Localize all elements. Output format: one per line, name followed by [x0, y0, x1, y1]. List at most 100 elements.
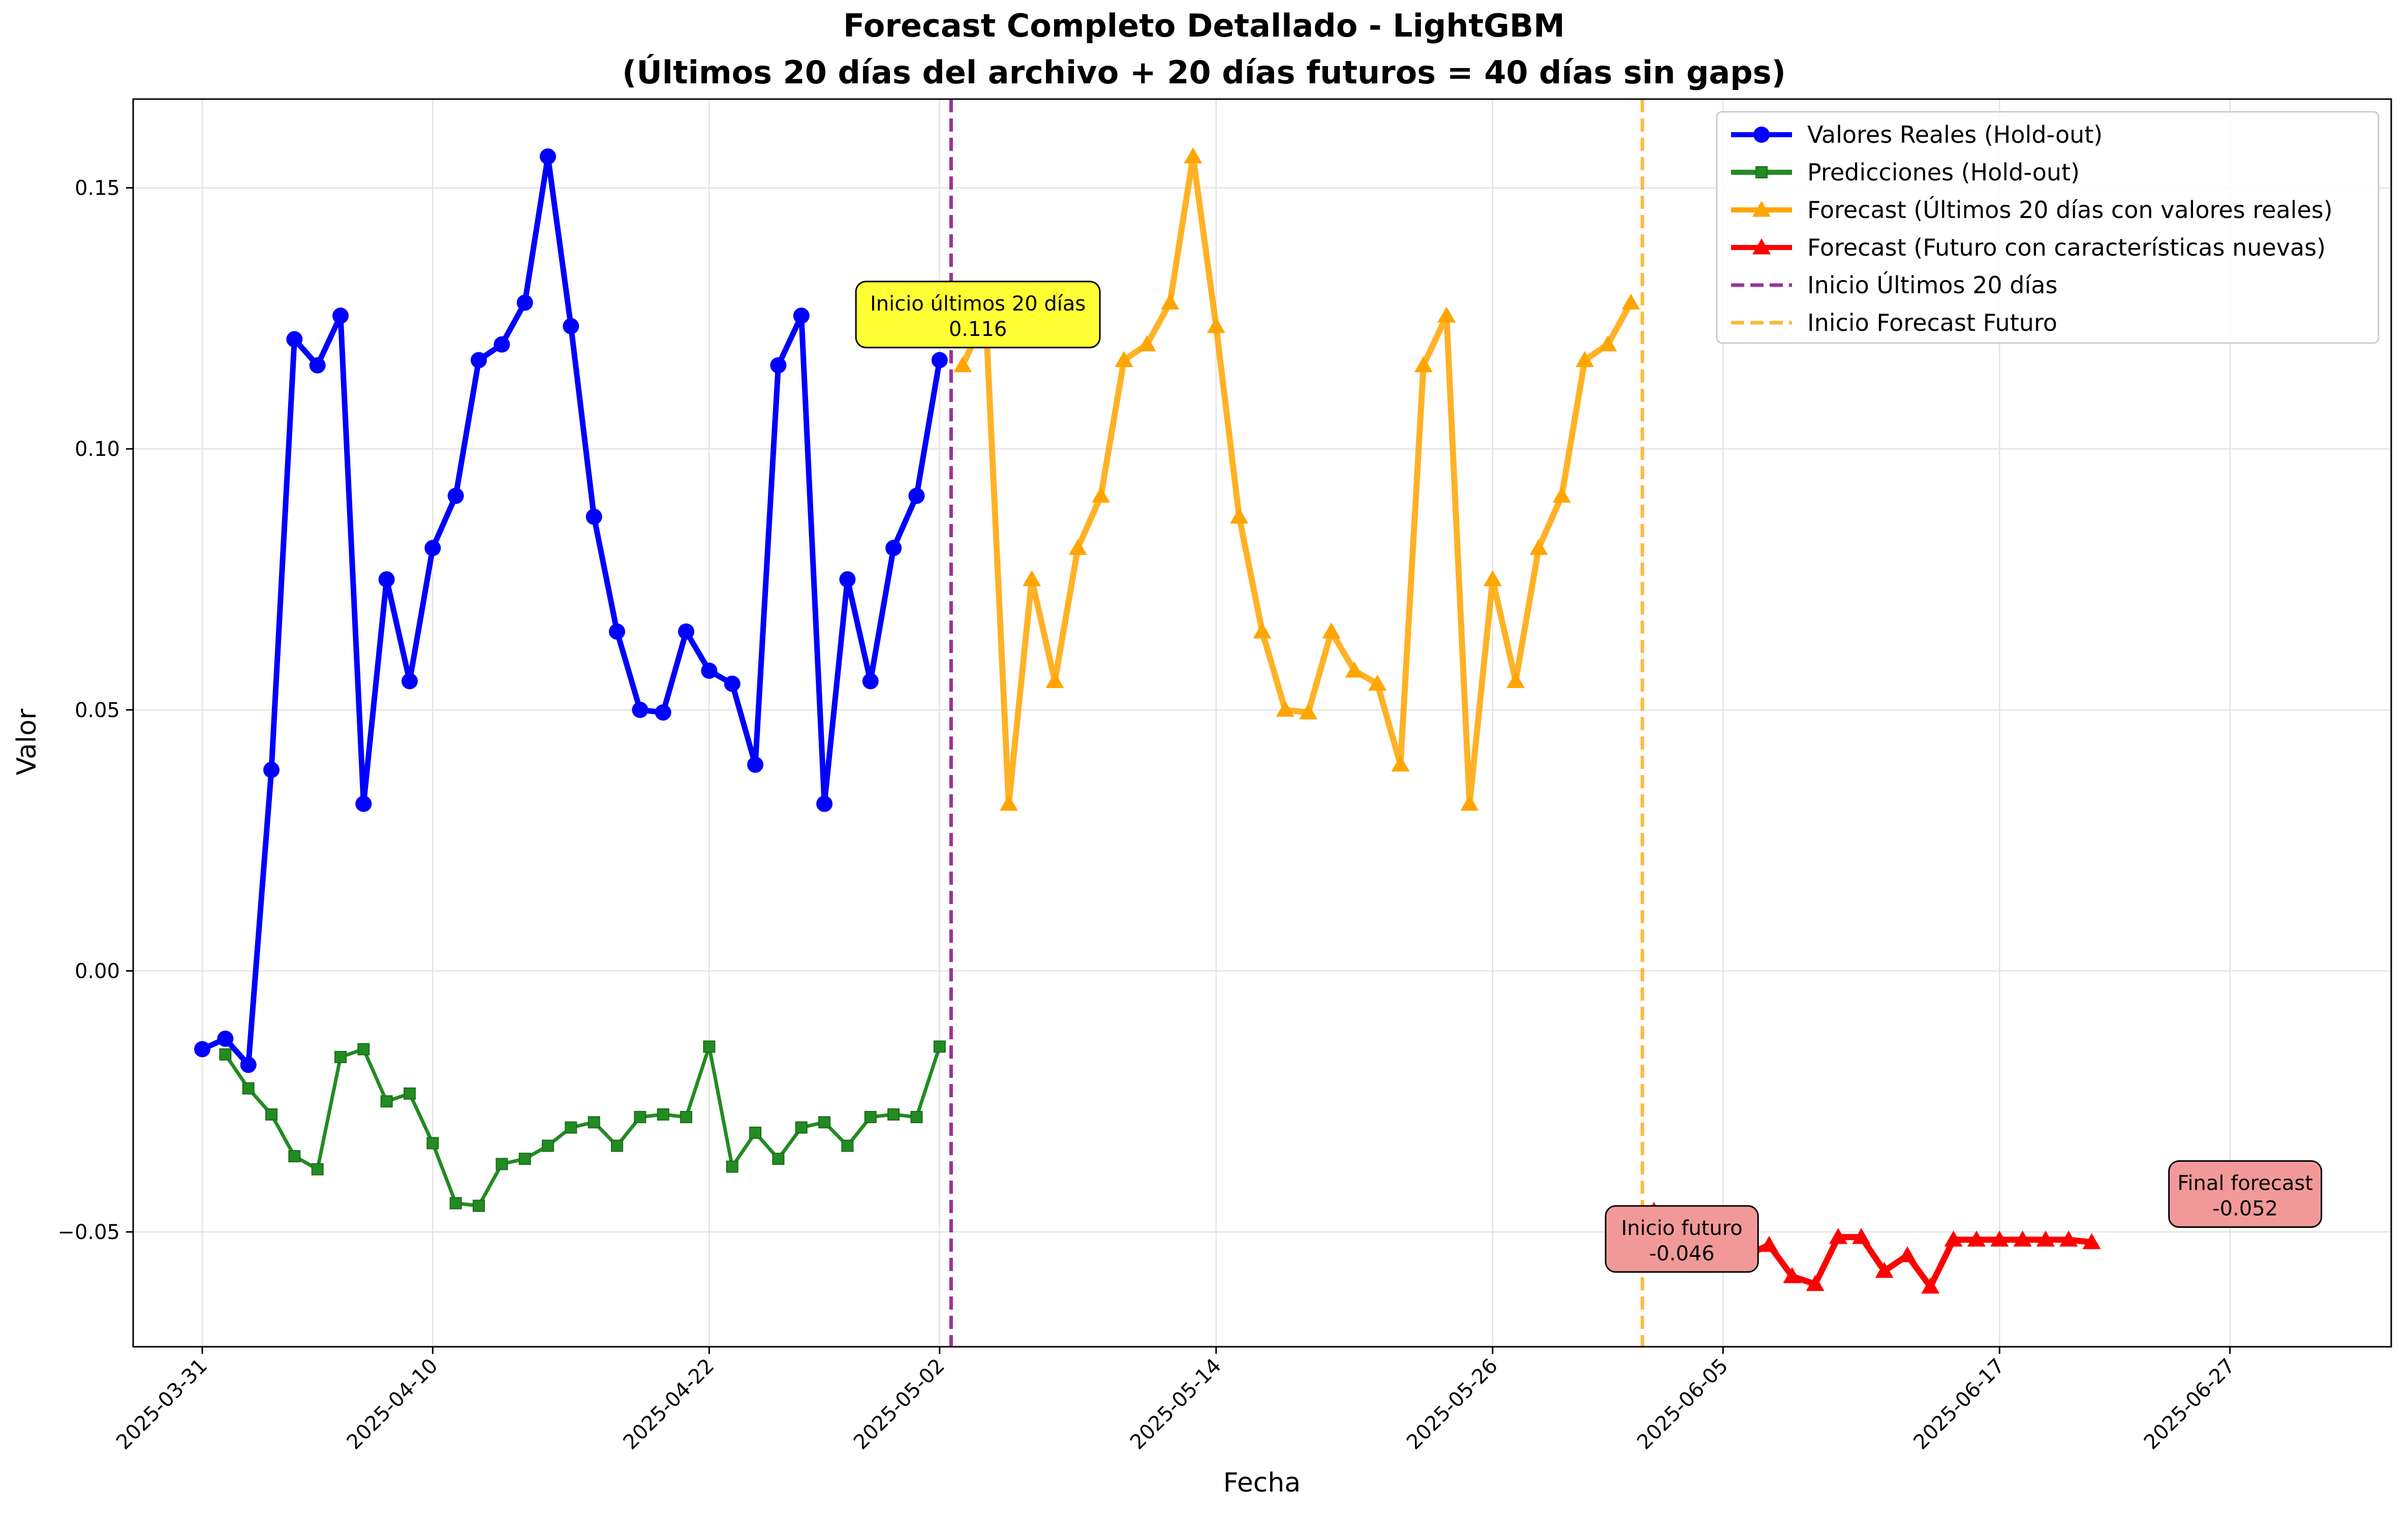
legend-marker — [1752, 238, 1771, 255]
data-point — [678, 623, 695, 640]
data-point — [496, 1158, 508, 1170]
annotation-2: Final forecast-0.052 — [2168, 1160, 2323, 1228]
data-point — [726, 1160, 738, 1173]
data-point — [609, 623, 626, 640]
annotation-box — [2168, 1160, 2323, 1228]
data-point — [402, 673, 418, 690]
data-point — [1092, 486, 1110, 503]
data-point — [1529, 539, 1548, 555]
legend-entry: Predicciones (Hold-out) — [1731, 159, 2080, 186]
data-point — [1045, 672, 1064, 688]
data-point — [493, 336, 510, 353]
y-tick-label: −0.05 — [57, 1221, 120, 1244]
y-tick-label: 0.10 — [75, 438, 120, 461]
data-point — [999, 794, 1018, 811]
legend-entry: Forecast (Últimos 20 días con valores re… — [1731, 196, 2333, 224]
data-point — [908, 487, 925, 504]
data-point — [655, 704, 671, 721]
annotation-box — [1604, 1205, 1759, 1273]
data-point — [816, 795, 833, 812]
data-point — [749, 1126, 762, 1139]
data-point — [1552, 486, 1571, 503]
annotation-text: Inicio últimos 20 días — [870, 292, 1086, 316]
data-point — [518, 1153, 531, 1165]
legend-marker — [1755, 166, 1768, 178]
data-point — [1437, 306, 1456, 323]
legend-entry: Valores Reales (Hold-out) — [1731, 121, 2103, 148]
data-point — [2082, 1233, 2101, 1250]
data-point — [516, 294, 533, 311]
plot-frame — [132, 98, 2392, 1348]
data-point — [1967, 1230, 1986, 1247]
legend-entry: Forecast (Futuro con características nue… — [1731, 234, 2326, 261]
data-point — [933, 1040, 946, 1053]
data-point — [862, 673, 879, 690]
data-point — [265, 1108, 278, 1121]
data-point — [263, 761, 280, 778]
series-line — [960, 153, 1634, 807]
data-point — [1023, 570, 1041, 586]
y-tick-label: 0.00 — [75, 959, 120, 983]
annotation-value: -0.046 — [1649, 1242, 1715, 1265]
data-point — [1207, 317, 1225, 333]
data-point — [1322, 622, 1341, 639]
data-point — [1137, 335, 1156, 352]
data-point — [240, 1057, 257, 1073]
data-point — [1898, 1246, 1917, 1262]
data-point — [772, 1153, 785, 1165]
legend-box — [1716, 111, 2380, 344]
y-axis-label: Valor — [12, 708, 42, 776]
legend-label: Valores Reales (Hold-out) — [1807, 121, 2103, 148]
annotation-text: Inicio futuro — [1621, 1217, 1743, 1240]
data-point — [1299, 703, 1318, 720]
data-point — [1783, 1267, 1802, 1283]
data-point — [841, 1139, 854, 1152]
data-point — [1068, 539, 1087, 555]
y-tick-label: 0.05 — [75, 699, 120, 722]
data-point — [657, 1108, 669, 1121]
data-point — [703, 1040, 716, 1053]
data-point — [286, 331, 303, 348]
data-point — [242, 1082, 255, 1095]
data-point — [471, 352, 487, 368]
data-point — [334, 1050, 347, 1063]
legend-marker — [1752, 201, 1771, 217]
data-point — [378, 571, 395, 588]
data-point — [565, 1121, 577, 1134]
data-point — [680, 1111, 693, 1124]
annotation-value: -0.052 — [2212, 1197, 2278, 1221]
data-point — [793, 307, 810, 324]
annotation-box — [855, 281, 1101, 349]
data-point — [2036, 1230, 2055, 1247]
legend-label: Forecast (Futuro con características nue… — [1807, 234, 2326, 261]
data-point — [357, 1043, 370, 1056]
data-point — [839, 571, 856, 588]
data-point — [864, 1111, 877, 1124]
data-point — [1921, 1277, 1940, 1294]
data-point — [910, 1111, 923, 1124]
chart-subtitle: (Últimos 20 días del archivo + 20 días f… — [622, 54, 1786, 91]
data-point — [309, 357, 326, 374]
data-point — [953, 356, 972, 373]
data-point — [426, 1137, 439, 1150]
data-point — [634, 1111, 646, 1124]
data-point — [1829, 1228, 1847, 1244]
data-point — [1990, 1230, 2009, 1247]
data-point — [724, 675, 740, 692]
y-tick-label: 0.15 — [75, 177, 120, 200]
data-point — [1598, 335, 1617, 352]
data-point — [542, 1139, 554, 1152]
data-point — [795, 1121, 808, 1134]
data-point — [473, 1199, 485, 1212]
data-point — [355, 795, 372, 812]
data-point — [588, 1116, 600, 1129]
data-point — [1852, 1228, 1871, 1244]
data-point — [1276, 700, 1294, 717]
data-point — [1368, 674, 1387, 691]
data-point — [380, 1095, 393, 1108]
data-point — [770, 357, 787, 374]
data-point — [1345, 661, 1364, 678]
